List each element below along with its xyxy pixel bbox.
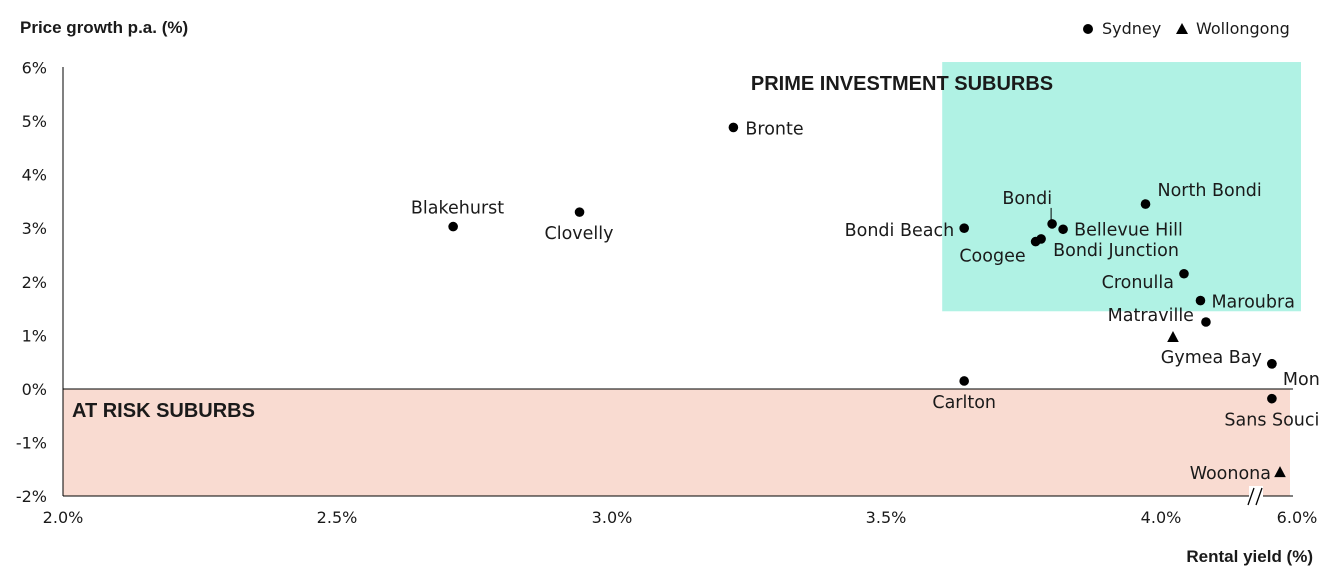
point-label: Woonona [1190,464,1271,484]
sydney-point-marker [728,122,739,133]
sydney-point-marker [1140,199,1151,209]
x-axis-title: Rental yield (%) [1186,547,1313,566]
point-label: Bellevue Hill [1074,220,1183,240]
point-label: North Bondi [1158,181,1262,201]
wollongong-point-marker [1274,466,1286,478]
x-tick-labels: 2.0% 2.5% 3.0% 3.5% 4.0% 6.0% [43,508,1318,527]
x-tick-label: 4.0% [1141,508,1182,527]
sydney-point-marker [959,376,969,386]
wollongong-point-marker [1167,331,1179,343]
sydney-point-marker [1179,268,1189,279]
legend-label-wollongong: Wollongong [1196,19,1290,38]
sydney-point-marker [1030,236,1041,247]
y-tick-label: 0% [22,380,47,399]
point-label: Matraville [1108,306,1194,326]
y-tick-label: 5% [22,112,47,131]
legend-label-sydney: Sydney [1102,19,1161,38]
y-tick-label: -2% [16,487,47,506]
y-tick-label: 3% [22,219,47,238]
x-tick-label: 2.5% [317,508,358,527]
point-label: Bondi [1002,189,1052,209]
x-tick-label: 3.5% [866,508,907,527]
point-label: Coogee [959,247,1025,267]
point-label: Blakehurst [411,199,504,219]
y-tick-label: 2% [22,273,47,292]
sydney-point-marker [1195,295,1206,306]
sydney-point-marker [1267,393,1277,404]
sydney-point-marker [959,223,969,233]
point-label: Cronulla [1102,273,1174,293]
prime-zone [942,62,1301,312]
sydney-point-marker [1058,224,1068,235]
y-tick-labels: 6% 5% 4% 3% 2% 1% 0% -1% -2% [16,58,47,506]
zone-label-at-risk: AT RISK SUBURBS [72,400,255,422]
sydney-point-marker [1201,317,1211,327]
y-tick-label: -1% [16,434,47,453]
point-label: Carlton [932,393,996,413]
legend: Sydney Wollongong [1083,19,1290,38]
legend-triangle-icon [1176,23,1188,34]
y-tick-label: 1% [22,326,47,345]
y-tick-label: 6% [22,58,47,77]
point-label: Bondi Junction [1053,241,1179,261]
x-tick-label: 2.0% [43,508,84,527]
point-label: Clovelly [545,224,614,244]
zone-label-prime: PRIME INVESTMENT SUBURBS [751,73,1053,95]
sydney-point-marker [1267,359,1277,369]
sydney-point-marker [448,221,458,232]
point-label: Bronte [745,119,803,139]
y-tick-label: 4% [22,166,47,185]
axis-break-icon [1247,486,1263,506]
sydney-point-marker [1047,219,1057,229]
x-tick-label: 6.0% [1277,508,1318,527]
legend-circle-icon [1083,24,1093,34]
point-label: Gymea Bay [1161,348,1262,368]
point-label: Sans Souci [1224,411,1319,431]
point-label: Bondi Beach [845,221,955,241]
y-axis-title: Price growth p.a. (%) [20,18,188,37]
point-label: Maroubra [1211,293,1294,313]
data-points: Bronte Blakehurst Clovelly Bondi Beach North… [411,119,1320,484]
sydney-point-marker [574,207,585,217]
point-label: Monterey [1283,370,1320,390]
x-tick-label: 3.0% [592,508,633,527]
at-risk-zone [63,389,1290,497]
